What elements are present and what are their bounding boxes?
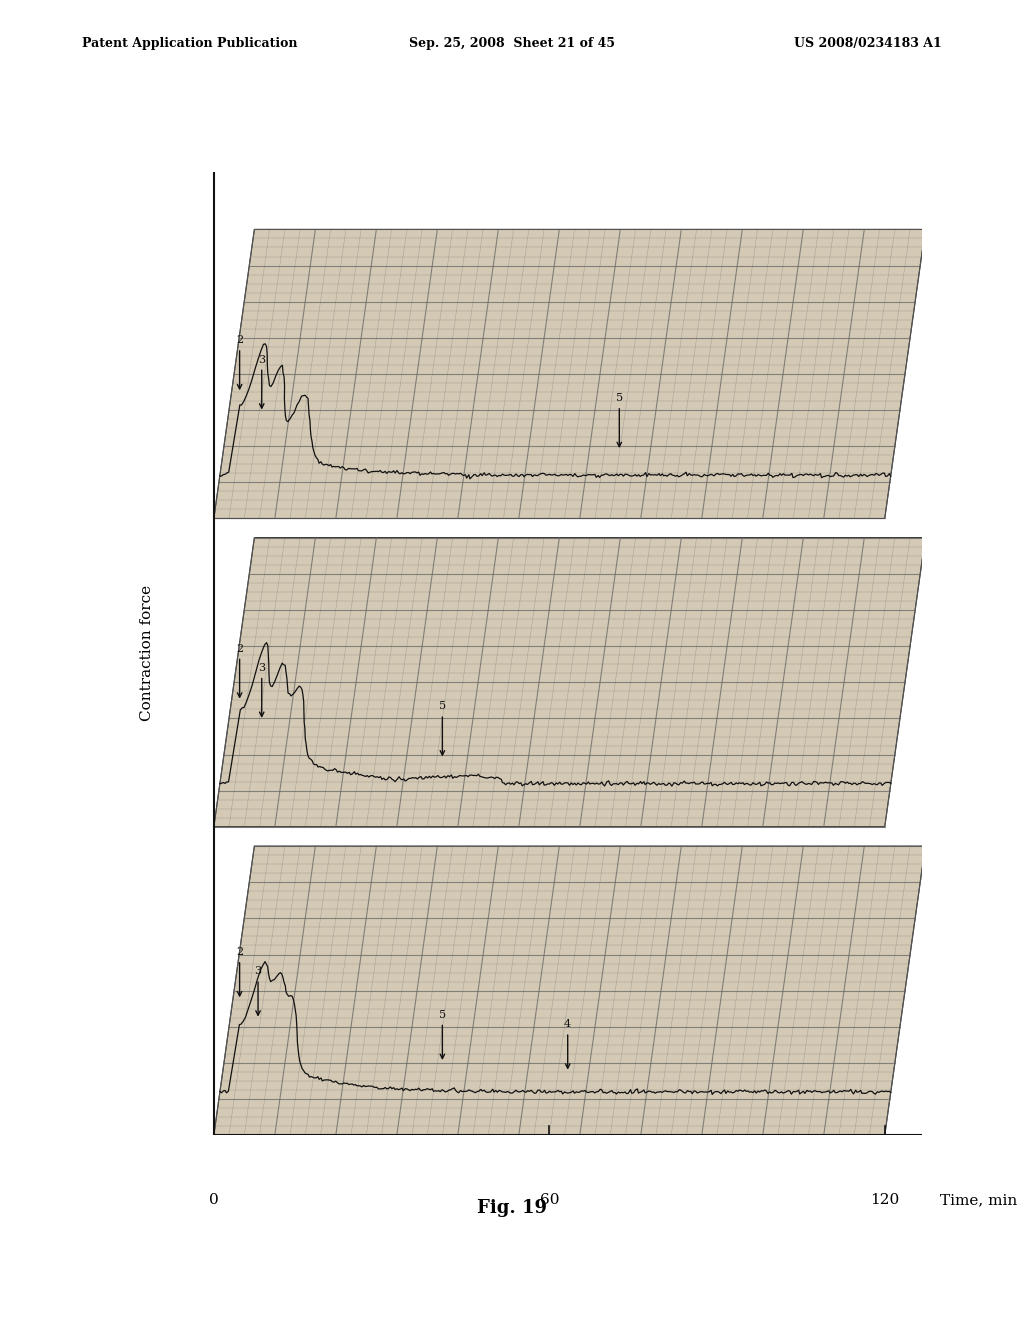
Text: 5: 5	[439, 701, 445, 755]
Text: 3: 3	[258, 663, 265, 717]
Text: Contraction force: Contraction force	[140, 585, 155, 722]
Text: 5: 5	[615, 393, 623, 446]
Text: 2: 2	[237, 335, 243, 389]
Text: Patent Application Publication: Patent Application Publication	[82, 37, 297, 50]
Text: 4: 4	[564, 1019, 571, 1068]
Polygon shape	[214, 846, 926, 1135]
Text: Fig. 19: Fig. 19	[477, 1199, 547, 1217]
Text: 2: 2	[237, 644, 243, 697]
Text: Sep. 25, 2008  Sheet 21 of 45: Sep. 25, 2008 Sheet 21 of 45	[409, 37, 615, 50]
Text: Time, min: Time, min	[940, 1193, 1017, 1206]
Text: 3: 3	[255, 966, 261, 1015]
Polygon shape	[214, 230, 926, 519]
Polygon shape	[214, 537, 926, 826]
Text: 2: 2	[237, 948, 243, 997]
Text: 3: 3	[258, 355, 265, 408]
Text: 0: 0	[209, 1193, 219, 1206]
Text: 5: 5	[439, 1010, 445, 1059]
Text: 120: 120	[870, 1193, 899, 1206]
Text: US 2008/0234183 A1: US 2008/0234183 A1	[795, 37, 942, 50]
Text: 60: 60	[540, 1193, 559, 1206]
